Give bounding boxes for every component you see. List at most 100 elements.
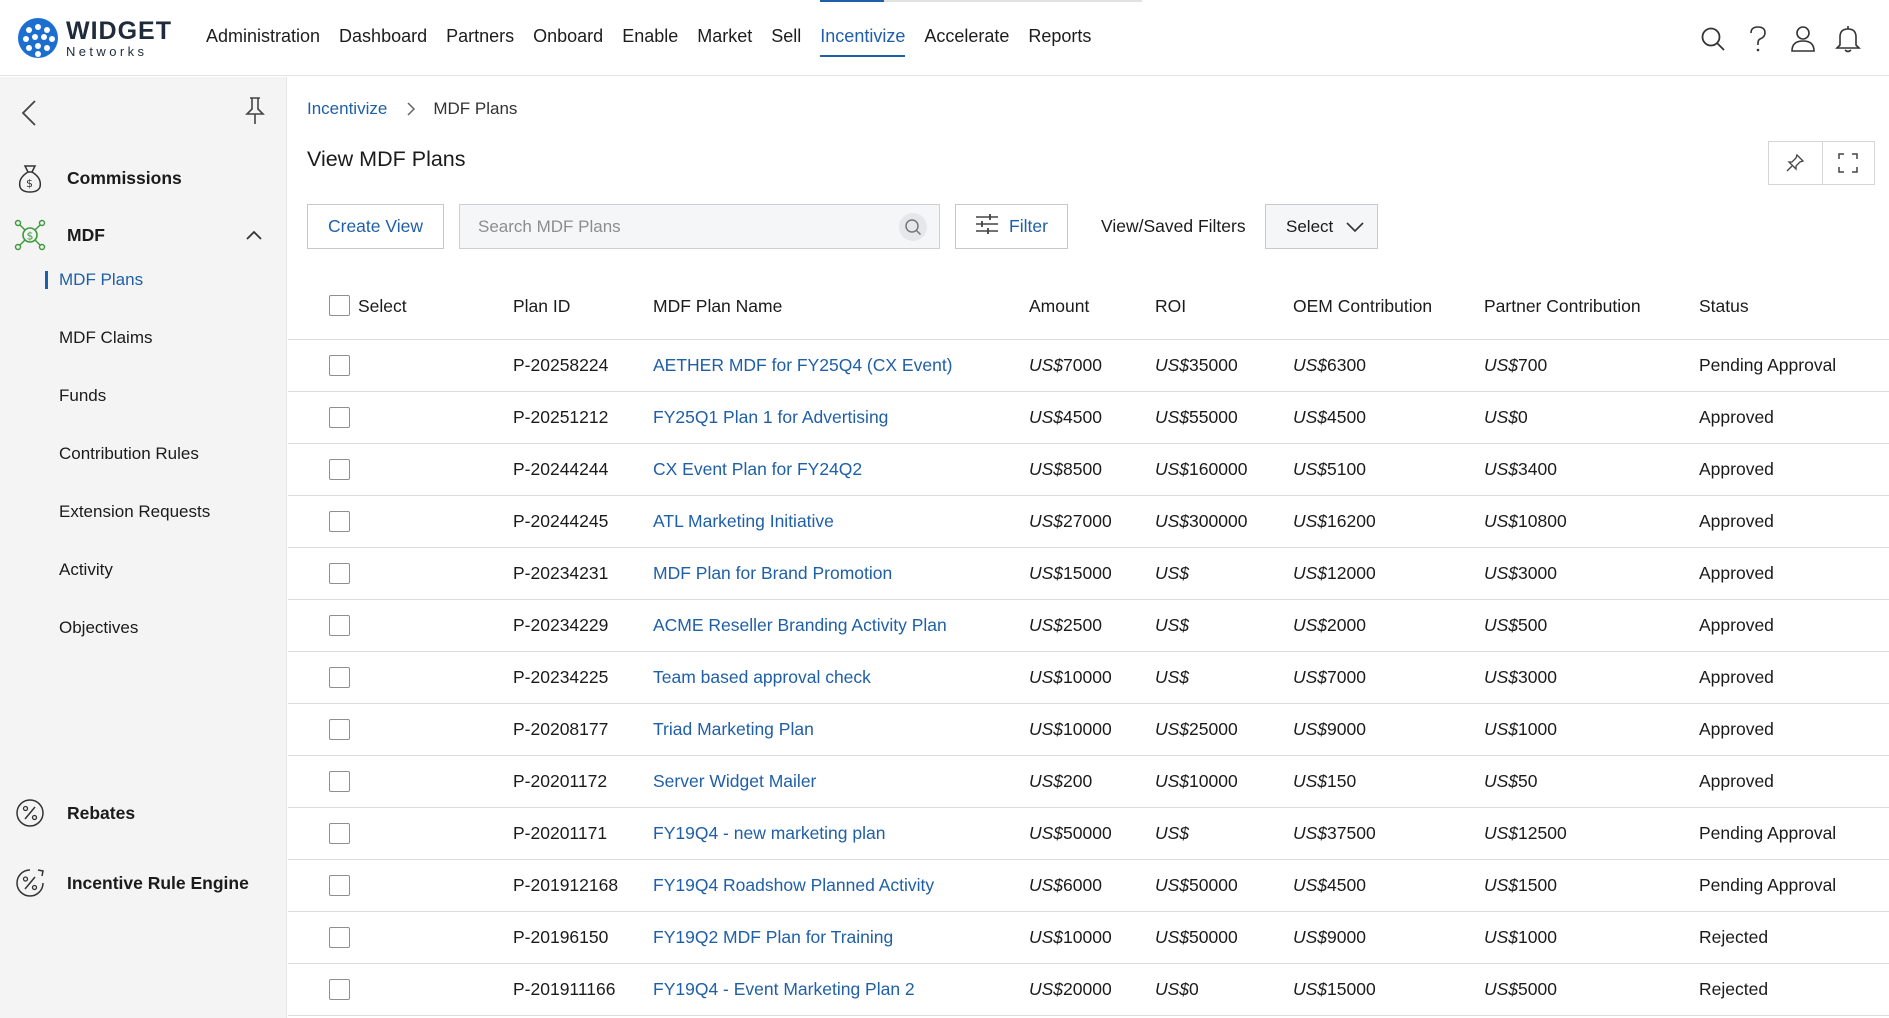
sidebar-item-objectives[interactable]: Objectives xyxy=(0,608,287,648)
sidebar-section-incentive-rule-engine[interactable]: Incentive Rule Engine xyxy=(0,858,287,908)
partner-contribution: US$3000 xyxy=(1484,563,1557,584)
partner-contribution-value: 3000 xyxy=(1518,563,1557,583)
plan-name-link[interactable]: ACME Reseller Branding Activity Plan xyxy=(653,615,947,635)
oem-contribution-value: 16200 xyxy=(1327,511,1376,531)
column-header-status[interactable]: Status xyxy=(1699,296,1749,316)
row-checkbox[interactable] xyxy=(329,615,350,636)
fullscreen-icon[interactable] xyxy=(1821,142,1875,184)
plan-name-link[interactable]: Triad Marketing Plan xyxy=(653,719,814,739)
currency-symbol: US$ xyxy=(1029,511,1064,531)
column-header-plan-id[interactable]: Plan ID xyxy=(513,296,571,316)
plan-name-link[interactable]: FY19Q4 - Event Marketing Plan 2 xyxy=(653,979,915,999)
row-checkbox[interactable] xyxy=(329,979,350,1000)
help-icon[interactable] xyxy=(1741,22,1775,56)
plan-name-link[interactable]: MDF Plan for Brand Promotion xyxy=(653,563,893,583)
plan-name-link[interactable]: FY25Q1 Plan 1 for Advertising xyxy=(653,407,889,427)
sidebar-section-rebates[interactable]: Rebates xyxy=(0,788,287,838)
sidebar-item-contribution-rules[interactable]: Contribution Rules xyxy=(0,434,287,474)
plan-id: P-20244244 xyxy=(513,459,609,479)
nav-item-reports[interactable]: Reports xyxy=(1028,26,1092,46)
status: Approved xyxy=(1699,563,1774,583)
sidebar-item-mdf-claims[interactable]: MDF Claims xyxy=(0,318,287,358)
plan-name-link[interactable]: FY19Q4 - new marketing plan xyxy=(653,823,886,843)
table-row: P-20234225 Team based approval check US$10… xyxy=(288,652,1889,704)
select-all-checkbox[interactable] xyxy=(329,295,350,316)
currency-symbol: US$ xyxy=(1155,563,1190,583)
collapse-sidebar-icon[interactable] xyxy=(16,95,42,131)
table-row: P-20244244 CX Event Plan for FY24Q2 US$850… xyxy=(288,444,1889,496)
create-view-button[interactable]: Create View xyxy=(307,204,444,249)
breadcrumb-parent-link[interactable]: Incentivize xyxy=(307,99,388,118)
plan-name-link[interactable]: FY19Q4 Roadshow Planned Activity xyxy=(653,875,935,895)
row-checkbox[interactable] xyxy=(329,823,350,844)
sidebar-item-activity[interactable]: Activity xyxy=(0,550,287,590)
currency-symbol: US$ xyxy=(1029,771,1064,791)
sidebar-item-extension-requests[interactable]: Extension Requests xyxy=(0,492,287,532)
sidebar-item-funds[interactable]: Funds xyxy=(0,376,287,416)
sidebar-section-mdf[interactable]: $ MDF xyxy=(0,210,287,260)
nav-item-partners[interactable]: Partners xyxy=(446,26,515,46)
row-checkbox[interactable] xyxy=(329,563,350,584)
saved-filters-select[interactable]: Select xyxy=(1265,204,1378,249)
chevron-up-icon[interactable] xyxy=(243,226,265,244)
column-header-roi[interactable]: ROI xyxy=(1155,296,1187,316)
roi: US$25000 xyxy=(1155,719,1238,740)
currency-symbol: US$ xyxy=(1155,615,1190,635)
sidebar-item-mdf-plans[interactable]: MDF Plans xyxy=(0,260,287,300)
plan-name-link[interactable]: Team based approval check xyxy=(653,667,871,687)
column-header-partner-contribution[interactable]: Partner Contribution xyxy=(1484,296,1641,316)
row-checkbox[interactable] xyxy=(329,719,350,740)
nav-item-enable[interactable]: Enable xyxy=(622,26,679,46)
row-checkbox[interactable] xyxy=(329,511,350,532)
plan-id: P-20251212 xyxy=(513,407,609,427)
pin-sidebar-icon[interactable] xyxy=(240,95,270,127)
row-checkbox[interactable] xyxy=(329,927,350,948)
bell-icon[interactable] xyxy=(1831,22,1865,56)
column-header-name[interactable]: MDF Plan Name xyxy=(653,296,783,316)
table-row: P-20208177 Triad Marketing Plan US$10000 US… xyxy=(288,704,1889,756)
logo[interactable]: WIDGET Networks xyxy=(18,18,172,58)
roi: US$ xyxy=(1155,615,1189,636)
partner-contribution-value: 5000 xyxy=(1518,979,1557,999)
oem-contribution: US$12000 xyxy=(1293,563,1376,584)
row-checkbox[interactable] xyxy=(329,875,350,896)
nav-item-market[interactable]: Market xyxy=(697,26,753,46)
column-header-amount[interactable]: Amount xyxy=(1029,296,1090,316)
search-input[interactable] xyxy=(460,205,880,248)
status: Approved xyxy=(1699,719,1774,739)
column-header-oem-contribution[interactable]: OEM Contribution xyxy=(1293,296,1433,316)
nav-item-dashboard[interactable]: Dashboard xyxy=(339,26,428,46)
nav-item-sell[interactable]: Sell xyxy=(771,26,802,46)
row-checkbox[interactable] xyxy=(329,355,350,376)
status: Approved xyxy=(1699,667,1774,687)
nav-item-accelerate[interactable]: Accelerate xyxy=(924,26,1010,46)
row-checkbox[interactable] xyxy=(329,459,350,480)
plan-name-link[interactable]: CX Event Plan for FY24Q2 xyxy=(653,459,863,479)
oem-contribution-value: 37500 xyxy=(1327,823,1376,843)
user-icon[interactable] xyxy=(1786,22,1820,56)
search-icon[interactable] xyxy=(899,213,927,241)
plan-name-link[interactable]: FY19Q2 MDF Plan for Training xyxy=(653,927,894,947)
partner-contribution: US$10800 xyxy=(1484,511,1567,532)
nav-item-administration[interactable]: Administration xyxy=(206,26,321,46)
plan-name-link[interactable]: Server Widget Mailer xyxy=(653,771,817,791)
filter-button[interactable]: Filter xyxy=(955,204,1068,249)
nav-item-incentivize[interactable]: Incentivize xyxy=(820,26,906,57)
pin-view-icon[interactable] xyxy=(1769,142,1822,184)
plan-name-link[interactable]: ATL Marketing Initiative xyxy=(653,511,834,531)
row-checkbox[interactable] xyxy=(329,667,350,688)
roi: US$ xyxy=(1155,823,1189,844)
row-checkbox[interactable] xyxy=(329,771,350,792)
nav-item-onboard[interactable]: Onboard xyxy=(533,26,604,46)
sidebar-item-label: Objectives xyxy=(59,618,139,637)
search-icon[interactable] xyxy=(1696,22,1730,56)
network-dollar-icon: $ xyxy=(14,219,46,251)
plan-name-link[interactable]: AETHER MDF for FY25Q4 (CX Event) xyxy=(653,355,953,375)
oem-contribution: US$9000 xyxy=(1293,719,1366,740)
chevron-down-icon xyxy=(1345,218,1365,236)
plan-id: P-201911166 xyxy=(513,979,616,999)
currency-symbol: US$ xyxy=(1029,355,1064,375)
sidebar-section-commissions[interactable]: $ Commissions xyxy=(0,153,287,203)
row-checkbox[interactable] xyxy=(329,407,350,428)
currency-symbol: US$ xyxy=(1029,875,1064,895)
